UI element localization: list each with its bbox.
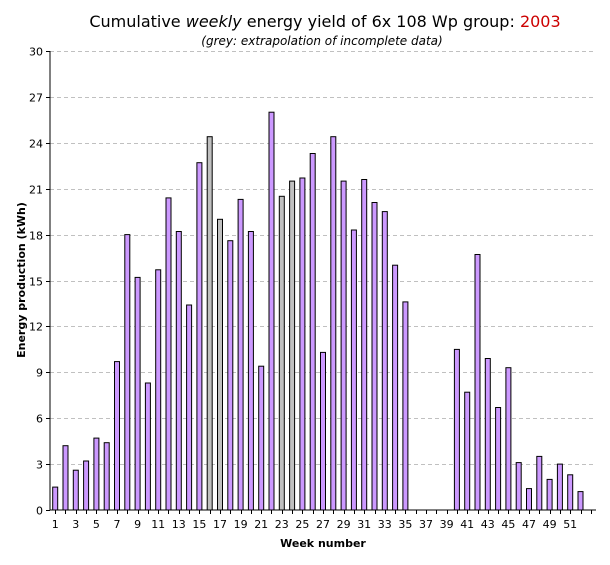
x-tick-label: 15: [192, 518, 206, 531]
chart-subtitle: (grey: extrapolation of incomplete data): [201, 34, 442, 48]
bars: [52, 111, 584, 511]
x-tick-label: 43: [481, 518, 495, 531]
x-tick-label: 45: [501, 518, 515, 531]
bar: [505, 367, 512, 511]
bar: [175, 231, 182, 511]
bar: [114, 361, 120, 511]
chart-title: Cumulative weekly energy yield of 6x 108…: [89, 12, 560, 31]
x-tick-label: 19: [234, 518, 248, 531]
bar: [227, 240, 234, 511]
bar: [526, 488, 532, 511]
y-tick-label: 6: [36, 413, 43, 426]
bar: [546, 478, 553, 511]
bar: [381, 211, 388, 511]
x-tick-label: 3: [72, 518, 79, 531]
x-tick-label: 11: [151, 518, 165, 531]
bar-extrapolated: [278, 195, 285, 511]
x-tick-label: 31: [357, 518, 371, 531]
x-tick-label: 1: [52, 518, 59, 531]
y-tick-label: 21: [29, 184, 43, 197]
bar: [83, 460, 90, 511]
bar: [165, 197, 172, 511]
bar: [93, 437, 100, 511]
bar: [484, 358, 491, 511]
x-tick-label: 7: [114, 518, 121, 531]
bar: [567, 474, 574, 511]
bar: [361, 179, 368, 511]
grid: [50, 51, 596, 465]
bar: [72, 469, 79, 511]
x-tick-label: 49: [543, 518, 557, 531]
x-tick-label: 27: [316, 518, 330, 531]
x-tick-label: 47: [522, 518, 536, 531]
x-ticks: 1 3 5 7 9 11 13 15 17 19 21 23 25 27 29 31 33 35 37 39 41 43 4…: [52, 510, 592, 531]
x-tick-label: 37: [419, 518, 433, 531]
bar: [495, 407, 502, 511]
bar: [392, 264, 399, 511]
bar: [62, 445, 69, 511]
x-tick-label: 41: [460, 518, 474, 531]
bar: [299, 177, 306, 511]
y-axis-label: Energy production (kWh): [15, 202, 28, 358]
bar: [350, 229, 357, 511]
bar: [577, 491, 584, 511]
x-tick-label: 23: [275, 518, 289, 531]
bar: [515, 462, 522, 511]
y-tick-label: 30: [29, 46, 43, 59]
bar: [453, 348, 460, 511]
bar: [474, 254, 481, 511]
x-tick-label: 51: [563, 518, 577, 531]
bar: [186, 304, 193, 511]
bar: [237, 198, 244, 511]
bar-extrapolated: [206, 136, 213, 511]
y-tick-label: 18: [29, 230, 43, 243]
bar: [464, 391, 471, 511]
bar-extrapolated: [217, 218, 223, 511]
bar: [320, 351, 326, 511]
bar: [103, 442, 110, 511]
bar: [309, 153, 316, 511]
x-tick-label: 5: [93, 518, 100, 531]
bar: [247, 231, 254, 511]
x-axis-label: Week number: [280, 537, 366, 550]
x-tick-label: 35: [398, 518, 412, 531]
bar: [402, 301, 409, 511]
bar: [144, 382, 151, 511]
y-tick-label: 24: [29, 138, 43, 151]
bar-extrapolated: [289, 180, 296, 511]
bar: [268, 111, 275, 511]
x-tick-label: 33: [378, 518, 392, 531]
y-tick-label: 0: [36, 505, 43, 518]
bar: [371, 202, 378, 511]
bar: [196, 162, 203, 511]
y-tick-label: 3: [36, 459, 43, 472]
x-tick-label: 25: [295, 518, 309, 531]
bar: [134, 276, 141, 511]
y-ticks: 0 3 6 9 12 15 18 21 24 27 30: [29, 46, 50, 518]
y-tick-label: 9: [36, 367, 43, 380]
bar: [556, 463, 563, 511]
x-tick-label: 13: [172, 518, 186, 531]
bar: [52, 486, 59, 511]
x-tick-label: 39: [440, 518, 454, 531]
y-tick-label: 12: [29, 321, 43, 334]
bar: [330, 136, 337, 511]
bar: [258, 365, 265, 511]
y-tick-label: 27: [29, 92, 43, 105]
x-tick-label: 21: [254, 518, 268, 531]
x-tick-label: 29: [337, 518, 351, 531]
bar: [124, 234, 131, 511]
bar: [340, 180, 347, 511]
x-tick-label: 17: [213, 518, 227, 531]
y-tick-label: 15: [29, 276, 43, 289]
bar: [536, 455, 543, 511]
x-tick-label: 9: [134, 518, 141, 531]
bar: [155, 269, 162, 511]
